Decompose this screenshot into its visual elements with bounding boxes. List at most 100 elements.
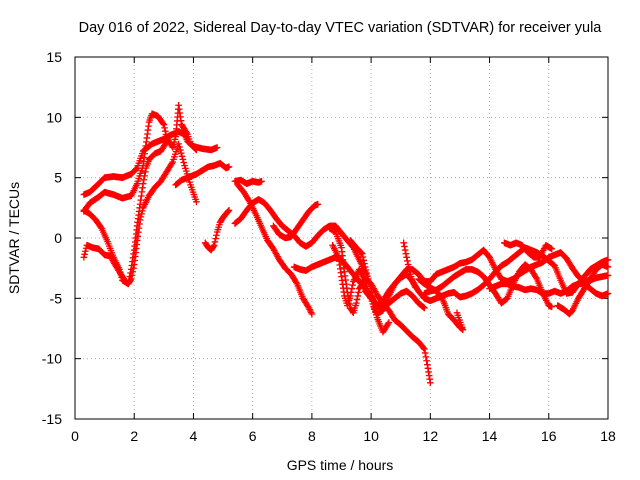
data-point: [410, 281, 418, 288]
x-tick-label: 4: [190, 428, 198, 444]
data-point: [162, 127, 169, 135]
data-point: [307, 309, 315, 316]
y-tick-label: 5: [54, 170, 62, 186]
data-point: [193, 198, 200, 206]
data-point: [168, 160, 176, 167]
data-point: [423, 357, 430, 365]
data-point: [308, 310, 316, 318]
data-point: [307, 307, 314, 315]
data-points: [80, 101, 612, 387]
data-point: [82, 247, 89, 255]
data-point: [405, 264, 413, 272]
series-track-o: [400, 239, 419, 291]
y-tick-label: -15: [42, 411, 62, 427]
data-point: [367, 285, 375, 292]
data-point: [358, 249, 365, 257]
data-point: [359, 253, 367, 261]
data-point: [362, 266, 370, 274]
data-point: [349, 308, 356, 315]
series-track-d: [80, 140, 200, 288]
series-track-q: [421, 261, 556, 311]
data-point: [385, 319, 393, 326]
y-axis-label: SDTVAR / TECUs: [6, 182, 22, 294]
data-point: [161, 124, 168, 132]
data-point: [130, 264, 137, 272]
data-point: [353, 299, 360, 307]
data-point: [142, 168, 149, 176]
data-point: [179, 156, 187, 163]
x-tick-label: 6: [249, 428, 257, 444]
data-point: [347, 289, 355, 296]
data-point: [314, 200, 322, 208]
data-point: [137, 213, 145, 221]
data-point: [348, 285, 356, 292]
data-point: [177, 149, 185, 157]
series-track-k: [290, 246, 612, 309]
series-track-s: [486, 280, 612, 300]
data-point: [127, 276, 134, 284]
y-tick-label: 15: [46, 49, 62, 65]
x-tick-label: 8: [308, 428, 316, 444]
data-point: [192, 145, 199, 153]
data-point: [421, 349, 429, 357]
x-tick-label: 0: [71, 428, 79, 444]
data-point: [213, 231, 220, 239]
data-point: [177, 146, 184, 154]
y-tick-label: -5: [50, 290, 63, 306]
data-point: [211, 238, 219, 246]
data-point: [163, 138, 171, 145]
data-point: [384, 320, 392, 328]
data-point: [400, 239, 407, 247]
data-point: [180, 159, 188, 166]
data-point: [409, 278, 416, 285]
data-point: [183, 129, 190, 137]
data-point: [305, 304, 313, 312]
data-point: [176, 143, 183, 151]
x-tick-label: 10: [363, 428, 379, 444]
data-point: [420, 303, 427, 311]
data-point: [361, 260, 368, 267]
data-point: [127, 275, 135, 283]
data-point: [355, 289, 362, 296]
series-track-j: [270, 200, 322, 242]
data-point: [364, 272, 371, 280]
data-point: [139, 180, 147, 187]
series-track-t: [554, 261, 612, 318]
data-point: [140, 176, 148, 184]
data-point: [353, 296, 361, 303]
data-point: [532, 274, 540, 281]
data-point: [422, 353, 430, 361]
data-point: [213, 144, 221, 151]
data-point: [410, 279, 417, 287]
x-axis-label: GPS time / hours: [287, 457, 394, 473]
data-point: [306, 306, 313, 313]
data-point: [401, 243, 408, 250]
data-point: [80, 254, 88, 261]
data-point: [225, 163, 233, 171]
data-point: [136, 216, 144, 224]
series-track-u: [361, 287, 428, 312]
chart-title: Day 016 of 2022, Sidereal Day-to-day VTE…: [79, 20, 603, 36]
data-point: [402, 250, 410, 257]
data-point: [403, 254, 410, 261]
data-point: [363, 269, 370, 277]
data-point: [421, 304, 428, 312]
data-point: [427, 379, 434, 387]
data-point: [548, 245, 556, 253]
data-point: [175, 140, 182, 148]
data-point: [358, 250, 366, 257]
data-point: [129, 268, 137, 276]
axis-ticks: 0 2 4 6 8 10 12 14 16 18 -15 -10 -5 0 5 10 15: [42, 49, 616, 444]
data-point: [604, 256, 612, 264]
data-point: [292, 279, 300, 286]
series-track-n: [347, 237, 375, 292]
data-point: [604, 272, 612, 279]
data-point: [404, 261, 412, 268]
data-point: [193, 146, 200, 154]
data-point: [138, 210, 145, 218]
data-point: [139, 207, 146, 215]
grid-lines: [75, 57, 608, 419]
data-point: [361, 263, 369, 271]
